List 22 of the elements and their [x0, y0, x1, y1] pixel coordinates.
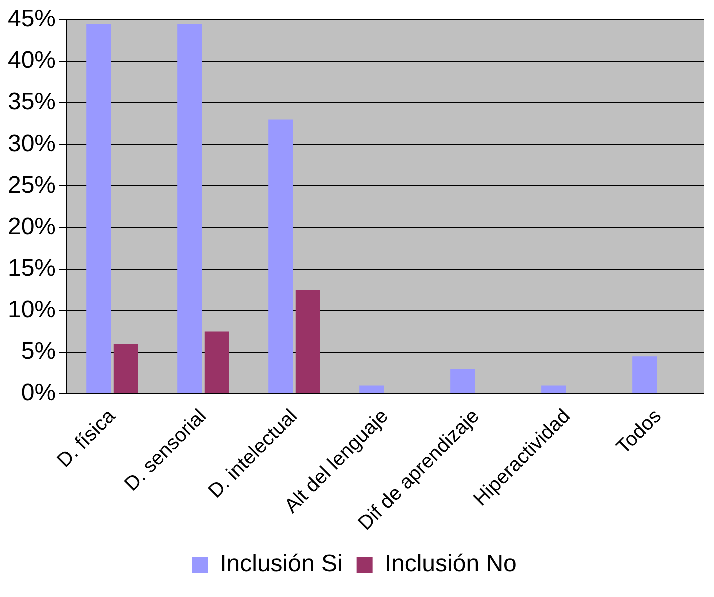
bar	[360, 386, 384, 394]
bar	[542, 386, 566, 394]
y-tick-label: 10%	[8, 296, 56, 324]
y-tick-label: 0%	[21, 380, 56, 407]
legend-label: Inclusión Si	[220, 550, 343, 578]
y-tick-label: 45%	[8, 6, 56, 33]
y-tick-label: 35%	[8, 88, 56, 116]
bar	[268, 120, 294, 394]
bar	[296, 290, 320, 394]
y-tick-label: 30%	[8, 130, 56, 158]
bar	[114, 344, 138, 394]
bar	[178, 24, 202, 394]
bar	[204, 332, 230, 394]
y-tick-label: 15%	[8, 254, 56, 282]
bar	[632, 356, 658, 394]
bar	[86, 24, 112, 394]
y-tick-label: 5%	[21, 338, 56, 366]
y-tick-label: 20%	[8, 213, 56, 240]
legend-label: Inclusión No	[384, 550, 517, 578]
y-tick-label: 40%	[8, 47, 56, 74]
bar	[450, 369, 476, 394]
y-tick-label: 25%	[8, 172, 56, 199]
